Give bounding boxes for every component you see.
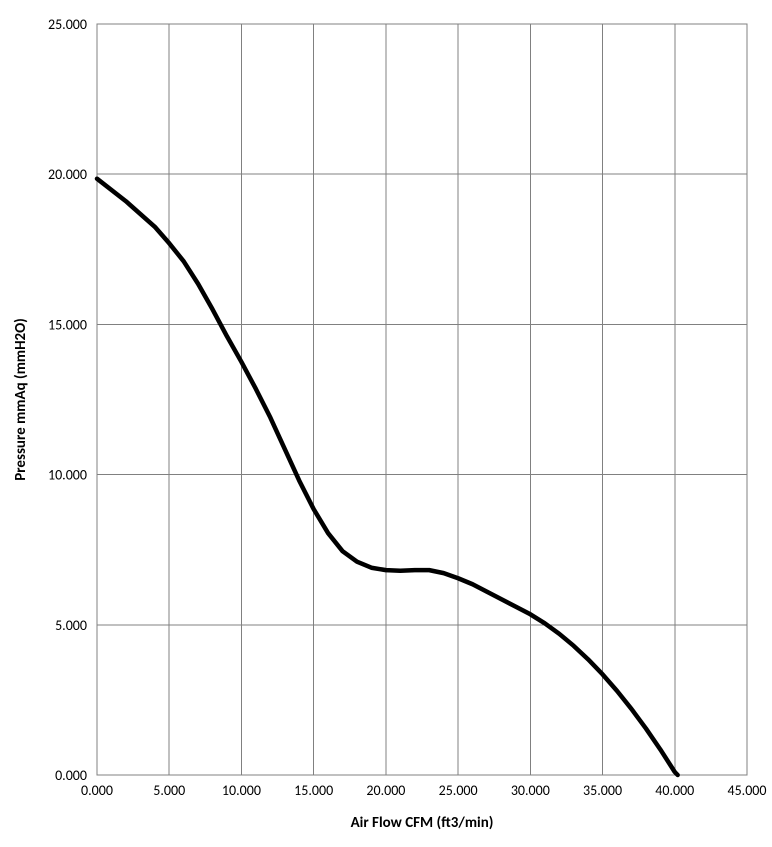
x-tick-label: 45.000 [727,782,766,799]
x-axis-label: Air Flow CFM (ft3/min) [351,814,494,832]
y-tick-label: 20.000 [48,166,87,183]
y-tick-label: 10.000 [48,467,87,484]
x-tick-label: 5.000 [153,782,185,799]
x-tick-label: 30.000 [511,782,550,799]
x-tick-label: 10.000 [222,782,261,799]
y-tick-label: 0.000 [55,767,87,784]
x-tick-label: 0.000 [81,782,113,799]
chart-svg: 0.000 5.000 10.000 15.000 20.000 25.000 30.000… [0,0,772,847]
y-tick-label: 25.000 [48,16,87,33]
y-tick-label: 15.000 [48,316,87,333]
x-tick-label: 35.000 [583,782,622,799]
x-tick-label: 20.000 [366,782,405,799]
pressure-airflow-chart: 0.000 5.000 10.000 15.000 20.000 25.000 30.000… [0,0,772,847]
x-tick-label: 15.000 [294,782,333,799]
y-tick-label: 5.000 [55,617,87,634]
x-tick-label: 40.000 [655,782,694,799]
x-tick-label: 25.000 [439,782,478,799]
y-axis-label: Pressure mmAq (mmH2O) [12,318,30,480]
